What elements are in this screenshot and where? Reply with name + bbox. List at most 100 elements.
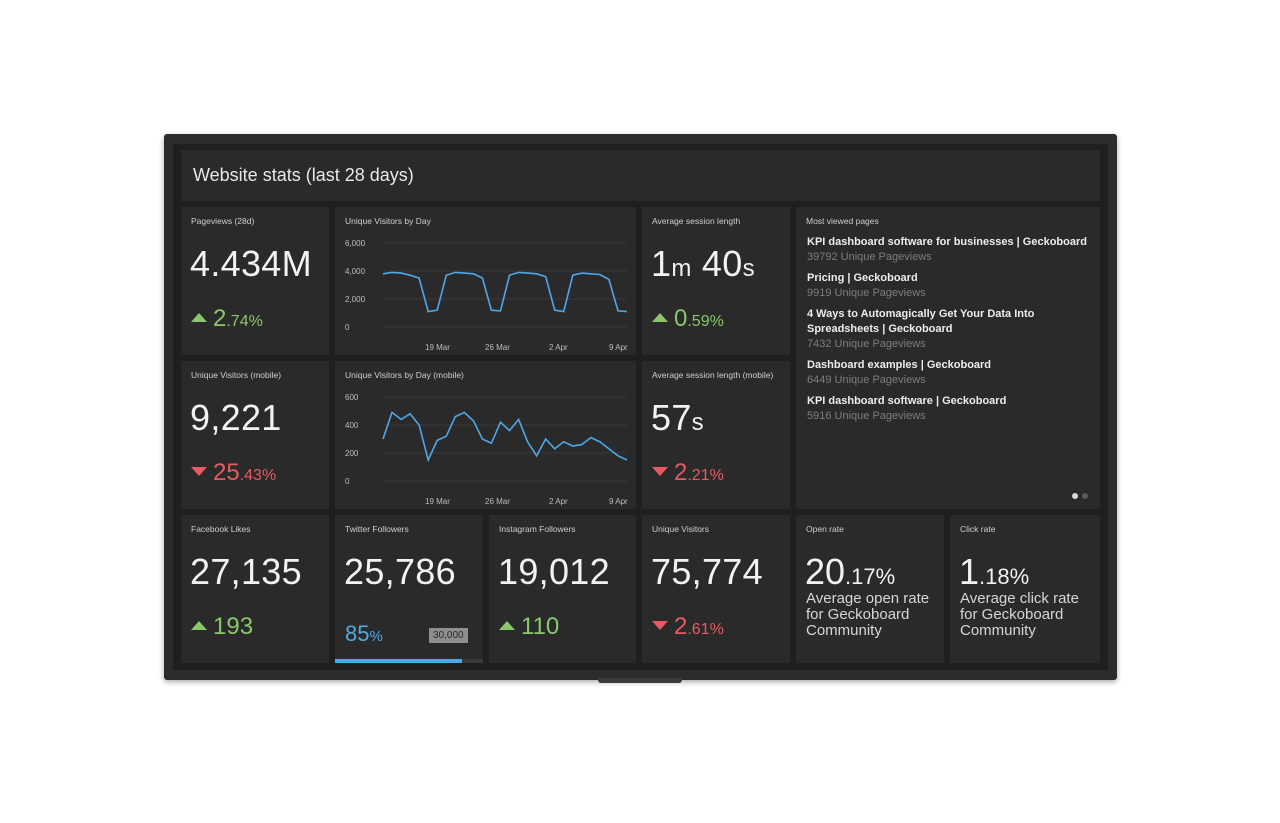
x-tick-label: 2 Apr [549,343,568,352]
x-tick-label: 26 Mar [485,343,510,352]
visitors-chart-tile[interactable]: Unique Visitors by Day 6,000 4,000 2,000… [335,207,636,355]
open-rate-tile[interactable]: Open rate 20.17% Average open rate for G… [796,515,944,663]
dashboard-title: Website stats (last 28 days) [193,165,414,185]
instagram-tile[interactable]: Instagram Followers 19,012 110 [489,515,636,663]
list-item[interactable]: KPI dashboard software for businesses | … [807,235,1090,265]
x-tick-label: 9 Apr [609,343,628,352]
y-tick-label: 4,000 [345,267,366,276]
visitors-chart-title: Unique Visitors by Day [345,216,431,226]
click-rate-title: Click rate [960,524,996,534]
twitter-title: Twitter Followers [345,524,409,534]
twitter-progress-small: % [369,628,383,645]
arrow-up-icon [652,313,668,322]
page-title: KPI dashboard software | Geckoboard [807,395,1007,407]
page-views: 39792 Unique Pageviews [807,251,932,263]
list-item[interactable]: Dashboard examples | Geckoboard 6449 Uni… [807,358,1090,388]
click-rate-description: Average click rate for Geckoboard Commun… [960,590,1079,639]
facebook-change: 193 [191,613,253,641]
mobile-visitors-change-small: .43% [239,467,277,484]
monitor-frame: Website stats (last 28 days) Pageviews (… [164,134,1117,680]
list-item[interactable]: Pricing | Geckoboard 9919 Unique Pagevie… [807,271,1090,301]
open-rate-description: Average open rate for Geckoboard Communi… [806,590,930,639]
twitter-goal-badge: 30,000 [429,628,468,643]
arrow-down-icon [652,467,668,476]
twitter-value: 25,786 [344,551,456,592]
mobile-visitors-change: 25.43% [191,459,276,487]
open-rate-small: .17% [845,564,896,589]
y-tick-label: 200 [345,449,359,458]
list-item[interactable]: KPI dashboard software | Geckoboard 5916… [807,394,1090,424]
series-line [382,411,628,463]
click-rate-tile[interactable]: Click rate 1.18% Average click rate for … [950,515,1100,663]
session-length-title: Average session length [652,216,741,226]
pageviews-change-main: 2 [213,305,227,332]
pageviews-title: Pageviews (28d) [191,216,255,226]
mobile-session-change-small: .21% [687,467,724,484]
page-title: 4 Ways to Automagically Get Your Data In… [807,308,1035,335]
mobile-chart-tile[interactable]: Unique Visitors by Day (mobile) 600 400 … [335,361,636,509]
x-tick-label: 19 Mar [425,497,450,506]
pageviews-change: 2.74% [191,305,263,333]
arrow-down-icon [652,621,668,630]
unique-visitors-change: 2.61% [652,613,724,641]
x-tick-label: 26 Mar [485,497,510,506]
mobile-chart-title: Unique Visitors by Day (mobile) [345,370,464,380]
y-tick-label: 600 [345,393,359,402]
facebook-tile[interactable]: Facebook Likes 27,135 193 [181,515,329,663]
facebook-title: Facebook Likes [191,524,251,534]
mobile-session-title: Average session length (mobile) [652,370,774,380]
pageviews-change-small: .74% [226,313,263,330]
unique-visitors-tile[interactable]: Unique Visitors 75,774 2.61% [642,515,790,663]
mobile-session-change-main: 2 [674,459,688,486]
x-tick-label: 9 Apr [609,497,628,506]
instagram-change-value: 110 [521,613,560,640]
page-views: 9919 Unique Pageviews [807,287,926,299]
click-rate-value: 1.18% [959,551,1029,593]
session-minutes: 1 [651,243,672,284]
mobile-session-tile[interactable]: Average session length (mobile) 57s 2.21… [642,361,790,509]
unique-visitors-value: 75,774 [651,551,763,592]
mobile-visitors-title: Unique Visitors (mobile) [191,370,282,380]
mobile-session-value: 57s [651,397,704,439]
y-tick-label: 2,000 [345,295,366,304]
pagination-dot-active[interactable] [1072,493,1078,499]
instagram-title: Instagram Followers [499,524,576,534]
twitter-progress-fill [335,659,463,663]
unique-visitors-change-small: .61% [687,621,724,638]
mobile-line-chart: 600 400 200 0 19 Mar 26 Mar 2 Apr 9 Apr [345,393,628,506]
most-viewed-tile[interactable]: Most viewed pages KPI dashboard software… [796,207,1100,509]
arrow-up-icon [191,621,207,630]
page-views: 6449 Unique Pageviews [807,374,926,386]
instagram-change: 110 [499,613,559,641]
open-rate-main: 20 [805,551,846,592]
page-views: 5916 Unique Pageviews [807,410,926,422]
pageviews-value: 4.434M [190,243,312,284]
minutes-unit: m [671,255,692,282]
unique-visitors-title: Unique Visitors [652,524,710,534]
y-tick-label: 6,000 [345,239,366,248]
arrow-up-icon [191,313,207,322]
twitter-tile[interactable]: Twitter Followers 25,786 85% 30,000 [335,515,483,663]
twitter-progress-track [335,659,483,663]
visitors-line-chart: 6,000 4,000 2,000 0 19 Mar 26 Mar 2 Apr … [345,239,628,352]
session-change-main: 0 [674,305,688,332]
list-item[interactable]: 4 Ways to Automagically Get Your Data In… [807,307,1090,352]
twitter-progress-main: 85 [345,621,370,646]
y-tick-label: 0 [345,477,350,486]
most-viewed-list: KPI dashboard software for businesses | … [807,235,1090,430]
facebook-change-value: 193 [213,613,254,640]
session-seconds: 40 [691,243,743,284]
most-viewed-title: Most viewed pages [806,216,879,226]
mobile-session-seconds: 57 [651,397,692,438]
pagination-dot[interactable] [1082,493,1088,499]
mobile-visitors-value: 9,221 [190,397,282,438]
instagram-value: 19,012 [498,551,610,592]
pageviews-tile[interactable]: Pageviews (28d) 4.434M 2.74% [181,207,329,355]
seconds-unit: s [691,409,704,436]
session-length-tile[interactable]: Average session length 1m 40s 0.59% [642,207,790,355]
monitor-stand [598,678,682,683]
mobile-visitors-tile[interactable]: Unique Visitors (mobile) 9,221 25.43% [181,361,329,509]
y-tick-label: 0 [345,323,350,332]
x-tick-label: 19 Mar [425,343,450,352]
y-tick-label: 400 [345,421,359,430]
